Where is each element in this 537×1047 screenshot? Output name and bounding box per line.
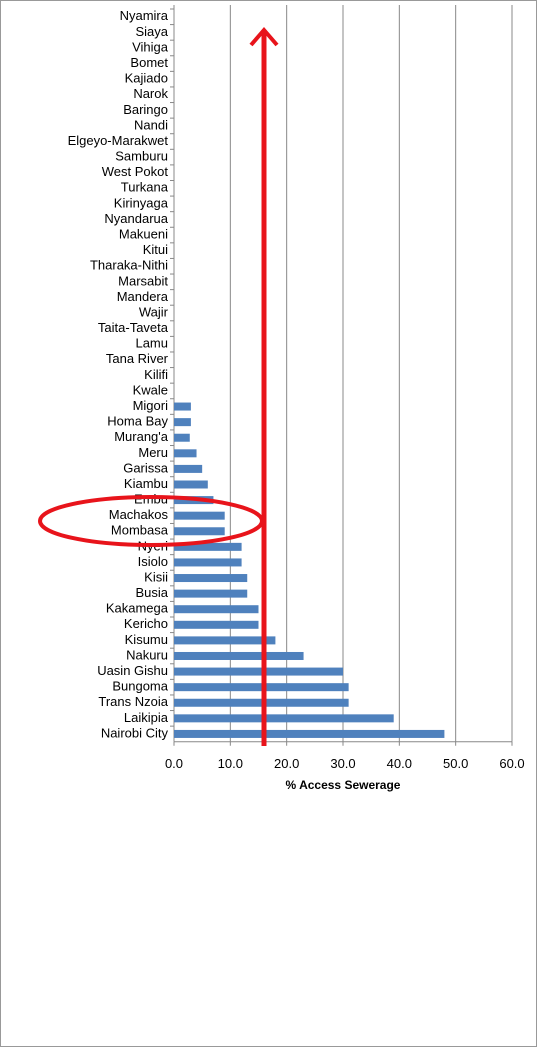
y-tick-label: Mandera <box>117 289 169 304</box>
y-tick-label: Bungoma <box>112 679 168 694</box>
y-tick-label: Nyandarua <box>104 211 168 226</box>
x-tick-label: 10.0 <box>218 756 243 771</box>
y-tick-label: Kilifi <box>144 367 168 382</box>
y-tick-label: Busia <box>135 585 168 600</box>
y-tick-label: Garissa <box>123 460 169 475</box>
bar <box>174 605 259 614</box>
y-tick-label: Tana River <box>106 351 169 366</box>
y-tick-label: Turkana <box>121 180 169 195</box>
y-tick-label: Baringo <box>123 102 168 117</box>
y-tick-label: Elgeyo-Marakwet <box>68 133 169 148</box>
y-tick-label: Kericho <box>124 616 168 631</box>
bar <box>174 714 394 723</box>
y-tick-label: Kirinyaga <box>114 195 169 210</box>
bar <box>174 574 248 583</box>
annotation <box>38 26 279 746</box>
y-tick-label: Migori <box>133 398 169 413</box>
bar <box>174 449 197 458</box>
y-tick-label: Narok <box>133 86 168 101</box>
y-tick-label: Kajiado <box>125 71 168 86</box>
y-tick-label: Makueni <box>119 226 168 241</box>
y-tick-label: Trans Nzoia <box>98 694 168 709</box>
y-tick-label: Vihiga <box>132 39 169 54</box>
y-tick-label: Nakuru <box>126 647 168 662</box>
y-tick-label: Kakamega <box>106 601 169 616</box>
bar <box>174 636 276 645</box>
bar <box>174 511 225 520</box>
bar <box>174 480 208 489</box>
y-tick-label: Wajir <box>139 304 169 319</box>
y-tick-label: Kiambu <box>124 476 168 491</box>
bar <box>174 527 225 536</box>
y-tick-label: Nairobi City <box>101 725 169 740</box>
y-tick-label: Nandi <box>134 117 168 132</box>
y-tick-label: Siaya <box>135 24 168 39</box>
bar <box>174 698 349 707</box>
bar <box>174 558 242 567</box>
y-tick-label: Samburu <box>115 149 168 164</box>
bar <box>174 542 242 551</box>
bar <box>174 667 343 676</box>
x-tick-label: 20.0 <box>274 756 299 771</box>
y-tick-label: Bomet <box>130 55 168 70</box>
bar <box>174 464 203 473</box>
y-tick-label: Laikipia <box>124 710 169 725</box>
y-tick-label: Meru <box>138 445 168 460</box>
y-tick-label: Homa Bay <box>107 414 168 429</box>
plot-area: 0.0 10.0 20.0 30.0 40.0 50.0 60.0 NyamiraSiayaV… <box>68 5 525 771</box>
y-tick-label: West Pokot <box>102 164 169 179</box>
bar <box>174 651 304 660</box>
y-tick-label: Tharaka-Nithi <box>90 258 168 273</box>
y-tick-label: Kitui <box>143 242 168 257</box>
y-tick-label: Kwale <box>133 382 168 397</box>
bar <box>174 402 191 411</box>
y-tick-label: Marsabit <box>118 273 168 288</box>
y-tick-label: Machakos <box>109 507 169 522</box>
x-tick-label: 30.0 <box>330 756 355 771</box>
y-tick-label: Isiolo <box>138 554 168 569</box>
y-tick-label: Kisii <box>144 569 168 584</box>
bar <box>174 433 190 442</box>
y-tick-label: Lamu <box>135 336 168 351</box>
y-tick-label: Nyamira <box>120 8 169 23</box>
y-tick-label: Taita-Taveta <box>98 320 169 335</box>
y-tick-label: Uasin Gishu <box>97 663 168 678</box>
y-tick-label: Murang'a <box>114 429 169 444</box>
bar <box>174 418 191 427</box>
y-tick-label: Kisumu <box>125 632 168 647</box>
bar <box>174 683 349 692</box>
bar <box>174 620 259 629</box>
y-tick-label: Mombasa <box>111 523 169 538</box>
x-tick-label: 50.0 <box>443 756 468 771</box>
bar <box>174 589 248 598</box>
x-axis-label: % Access Sewerage <box>286 778 401 792</box>
arrow-head <box>249 26 279 47</box>
x-tick-label: 0.0 <box>165 756 183 771</box>
x-tick-label: 60.0 <box>499 756 524 771</box>
x-tick-label: 40.0 <box>387 756 412 771</box>
bar <box>174 729 445 738</box>
